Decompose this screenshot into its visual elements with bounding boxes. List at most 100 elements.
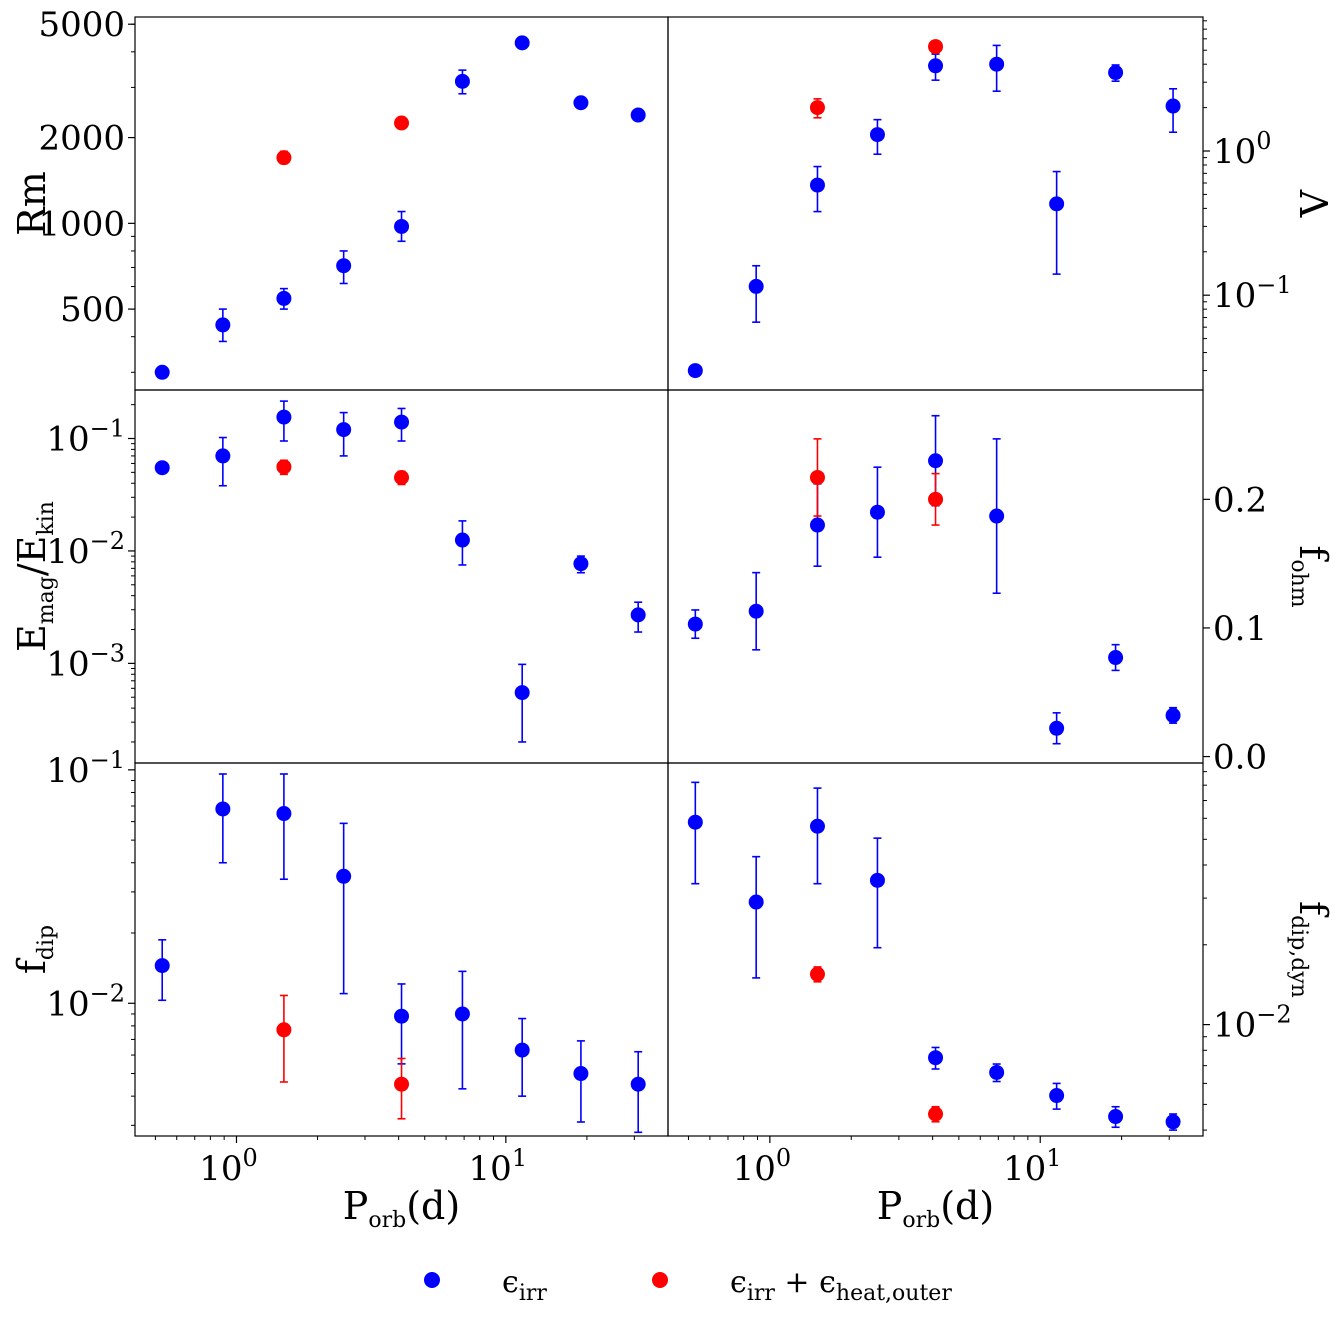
legend-tail-sub: heat,outer [836,1281,952,1306]
y-tick-label: 10−1 [46,746,125,791]
data-point [748,603,764,619]
data-point [336,868,352,884]
y-axis-label: fdip [10,925,59,974]
x-axis-label: Porb(d) [877,1184,994,1233]
data-point [869,872,885,888]
series-irr-heat-outer [276,459,410,486]
data-point [276,409,292,425]
data-point [869,127,885,143]
data-point [630,1076,646,1092]
data-point [454,1006,470,1022]
tick-exponent: −1 [90,415,125,443]
tick-base: 10 [1213,276,1256,316]
tick-base: 10 [46,420,89,460]
legend-symbol: ϵ [502,1265,519,1300]
y-axis-label-main: f [10,957,54,974]
data-point [1049,196,1065,212]
series-irr [687,414,1181,745]
data-point [630,107,646,123]
data-point [989,1064,1005,1080]
series-irr [154,773,646,1134]
data-point [1108,1109,1124,1125]
x-axis-label-tail: (d) [406,1184,460,1228]
tick-base: 10 [46,644,89,684]
series-irr [687,781,1181,1131]
tick-exponent: −3 [90,639,125,667]
panel-frame [134,389,669,764]
y-axis-label: Λ [1291,189,1335,218]
data-point [394,115,410,131]
legend: ϵirr ϵirr + ϵheat,outer [424,1265,952,1306]
x-tick-label: 101 [1003,1144,1062,1189]
legend-tail: + ϵ [775,1265,836,1300]
data-point [928,1050,944,1066]
y-tick-label: 5000 [38,5,125,45]
series-irr [687,44,1181,379]
data-point [1049,1088,1065,1104]
series-irr-heat-outer [809,39,944,119]
tick-base: 10 [1003,1149,1046,1189]
x-axis-label-sub: orb [368,1208,406,1233]
tick-base: 10 [469,1149,512,1189]
legend-label-irr_heat: ϵirr + ϵheat,outer [730,1265,952,1306]
legend-symbol: ϵ [730,1265,747,1300]
data-point [394,1008,410,1024]
x-tick-label: 100 [199,1144,258,1189]
data-point [394,1076,410,1092]
data-point [1108,650,1124,666]
data-point [215,317,231,333]
data-point [989,508,1005,524]
series-irr-heat-outer [809,966,944,1123]
data-point [630,607,646,623]
data-point [154,364,170,380]
data-point [928,39,944,55]
y-tick-label: 0.2 [1213,480,1267,520]
data-point [1165,1114,1181,1130]
x-axis-label-main: P [343,1184,369,1228]
y-axis-label-mid: /E [10,536,54,577]
data-point [928,453,944,469]
series-irr [154,400,646,743]
tick-base: 10 [199,1149,242,1189]
x-tick-label: 100 [733,1144,792,1189]
y-axis-label-sub2: kin [34,501,59,536]
data-point [154,460,170,476]
data-point [869,504,885,520]
data-point [514,685,530,701]
data-point [454,73,470,89]
data-point [276,290,292,306]
tick-exponent: −2 [90,979,125,1007]
data-point [276,806,292,822]
y-axis-label: Emag/Ekin [10,501,59,652]
data-point [928,491,944,507]
data-point [394,469,410,485]
y-tick-label: 0.1 [1213,609,1267,649]
y-tick-label: 500 [60,290,125,330]
tick-exponent: −2 [1256,1001,1291,1029]
panel-top-left: 500 1000 2000 5000 Rm [10,5,669,391]
tick-exponent: −2 [90,527,125,555]
series-irr [154,35,646,380]
data-point [928,1106,944,1122]
data-point [809,100,825,116]
tick-exponent: 0 [776,1144,791,1172]
data-point [276,150,292,166]
panel-bottom-right: 10 −2 100 101 fdip,dyn Porb(d) [667,762,1335,1233]
x-axis-label-sub: orb [902,1208,940,1233]
y-axis-label-main: Rm [10,171,54,236]
tick-base: 10 [46,751,89,791]
legend-marker-irr [424,1272,440,1288]
data-point [748,278,764,294]
y-tick-label: 10−2 [46,527,125,572]
x-axis-label-tail: (d) [940,1184,994,1228]
y-axis-label: fdip,dyn [1286,901,1335,998]
data-point [215,801,231,817]
y-tick-label: 10−2 [46,979,125,1024]
tick-exponent: 1 [512,1144,527,1172]
data-point [514,1042,530,1058]
y-axis-label-sub: ohm [1286,559,1311,607]
data-point [687,616,703,632]
panel-frame [134,16,669,391]
